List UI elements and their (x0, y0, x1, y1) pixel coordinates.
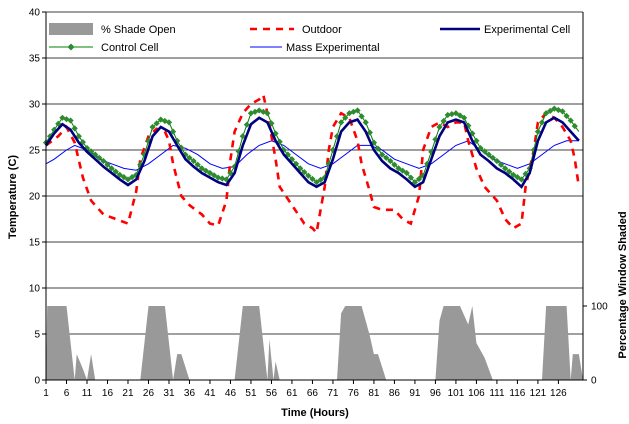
legend-control-label: Control Cell (101, 42, 158, 54)
x-tick-label: 121 (530, 388, 547, 399)
y-tick-label: 40 (29, 8, 41, 19)
series-layer (42, 92, 583, 380)
control-cell-marker (407, 174, 414, 181)
control-cell-marker (149, 123, 156, 131)
x-tick-label: 66 (307, 388, 319, 399)
x-tick-label: 51 (245, 388, 257, 399)
x-tick-label: 86 (389, 388, 401, 399)
control-cell-marker (383, 154, 390, 161)
control-cell-marker (567, 117, 574, 124)
x-tick-label: 16 (102, 388, 114, 399)
x-tick-label: 111 (489, 388, 505, 399)
control-cell-marker (194, 161, 201, 168)
control-cell-marker (124, 176, 132, 183)
control-cell-marker (165, 119, 173, 126)
control-cell-marker (71, 125, 78, 132)
x-tick-label: 11 (82, 388, 93, 399)
y-tick-label: 5 (34, 330, 40, 341)
legend-mass-label: Mass Experimental (286, 42, 380, 54)
control-cell-marker (108, 165, 115, 172)
y-tick-label: 20 (29, 192, 41, 203)
x-tick-label: 71 (327, 388, 339, 399)
control-cell-marker (489, 154, 496, 161)
control-cell-marker (206, 169, 214, 177)
y2-tick-label: 100 (591, 302, 608, 313)
x-tick-label: 41 (204, 388, 216, 399)
control-cell-marker (120, 174, 127, 181)
x-tick-label: 26 (143, 388, 155, 399)
x-tick-label: 21 (122, 388, 134, 399)
control-cell-marker (485, 151, 492, 158)
legend-outdoor-label: Outdoor (302, 24, 342, 36)
axes (42, 11, 587, 384)
gridlines (46, 11, 583, 381)
control-cell-marker (100, 157, 107, 165)
outdoor-line (45, 92, 581, 236)
control-cell-marker (112, 168, 119, 175)
control-cell-marker (116, 171, 123, 178)
y-tick-label: 0 (34, 376, 40, 387)
control-cell-marker (510, 171, 517, 178)
x-tick-label: 76 (348, 388, 360, 399)
x-tick-label: 56 (266, 388, 278, 399)
x-tick-label: 6 (64, 388, 70, 399)
control-cell-marker (563, 112, 570, 120)
x-tick-label: 101 (448, 388, 465, 399)
y-tick-label: 15 (29, 238, 41, 249)
legend-experimental-label: Experimental Cell (484, 24, 570, 36)
legend-shade-swatch (49, 23, 93, 35)
x-tick-label: 31 (163, 388, 175, 399)
x-tick-label: 96 (430, 388, 442, 399)
x-tick-label: 106 (468, 388, 485, 399)
control-cell-marker (202, 167, 209, 174)
x-tick-label: 1 (43, 388, 49, 399)
y-axis-title: Temperature (C) (7, 155, 19, 239)
y-tick-label: 30 (29, 100, 41, 111)
x-tick-label: 91 (409, 388, 421, 399)
control-cell-marker (379, 151, 386, 158)
x-tick-label: 81 (368, 388, 380, 399)
x-tick-label: 46 (225, 388, 237, 399)
control-cell-marker (198, 165, 205, 172)
y-tick-label: 10 (29, 284, 41, 295)
y-tick-label: 25 (29, 146, 41, 157)
control-cell-marker (243, 121, 250, 128)
x-tick-label: 126 (550, 388, 567, 399)
control-cell-marker (67, 117, 74, 124)
y2-axis-title: Percentage Window Shaded (617, 211, 629, 358)
x-axis-title: Time (Hours) (281, 407, 349, 419)
control-cell-marker (481, 148, 488, 155)
legend-shade-label: % Shade Open (101, 24, 176, 36)
x-tick-label: 116 (509, 388, 525, 399)
shade-open-area (46, 306, 583, 380)
control-cell-marker (239, 133, 246, 140)
control-cell-marker (104, 161, 111, 168)
x-tick-label: 61 (286, 388, 298, 399)
y-tick-label: 35 (29, 54, 41, 65)
x-tick-label: 36 (184, 388, 196, 399)
legend: % Shade Open Outdoor Experimental Cell Cont… (49, 23, 570, 54)
control-cell-marker (128, 174, 136, 181)
y2-tick-label: 0 (591, 376, 597, 387)
control-cell-marker (96, 154, 103, 161)
experimental-cell-line (44, 116, 580, 189)
control-cell-marker (210, 172, 218, 179)
control-cell-marker (153, 120, 160, 127)
